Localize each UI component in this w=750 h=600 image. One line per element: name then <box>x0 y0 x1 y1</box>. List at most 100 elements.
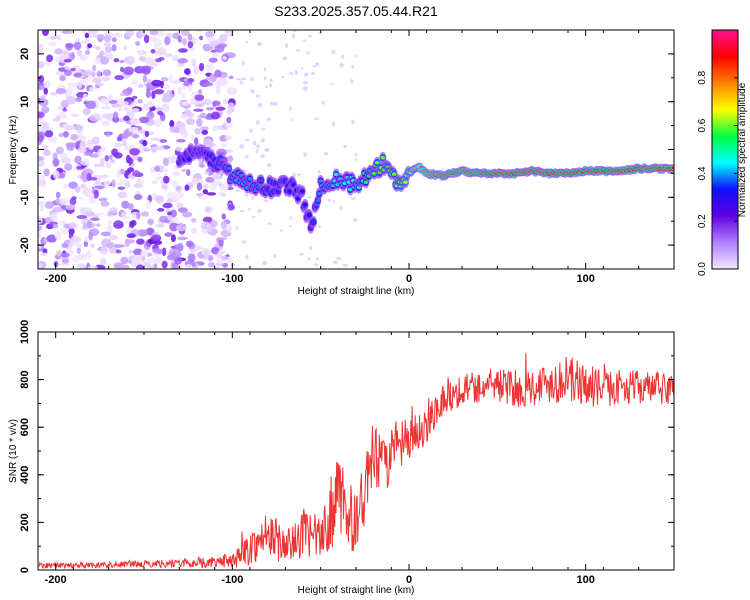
noise-blob <box>236 78 241 81</box>
noise-blob <box>267 162 272 168</box>
colorbar-tick-label: 0.6 <box>697 118 708 132</box>
noise-blob <box>38 200 47 206</box>
noise-blob <box>124 180 131 189</box>
noise-blob <box>41 30 49 37</box>
noise-blob <box>55 70 66 76</box>
noise-blob <box>76 128 83 137</box>
noise-blob <box>65 204 76 211</box>
noise-blob <box>137 50 145 56</box>
noise-blob <box>208 262 216 268</box>
noise-blob <box>202 138 213 148</box>
noise-blob <box>101 199 106 207</box>
noise-blob <box>132 133 140 139</box>
noise-blob <box>149 30 159 36</box>
noise-blob <box>55 88 67 95</box>
noise-blob <box>116 170 122 178</box>
noise-blob <box>81 71 92 77</box>
noise-blob <box>177 58 188 64</box>
noise-blob <box>63 183 68 189</box>
noise-blob <box>177 242 184 252</box>
noise-blob <box>139 56 147 62</box>
spectrogram-signal-track <box>175 143 674 234</box>
noise-blob <box>52 223 59 229</box>
x-tick-label: -200 <box>45 574 67 586</box>
noise-blob <box>213 69 222 78</box>
snr-x-ticks: -200 -100 0 100 <box>37 332 675 586</box>
noise-blob <box>186 112 195 118</box>
noise-blob <box>127 110 133 115</box>
noise-blob <box>124 216 130 220</box>
noise-blob <box>102 174 109 179</box>
colorbar-gradient <box>712 30 738 269</box>
noise-blob <box>150 166 156 174</box>
noise-blob <box>176 190 185 199</box>
colorbar-tick-label: 0.0 <box>697 262 708 276</box>
noise-blob <box>128 203 134 211</box>
noise-blob <box>59 220 67 225</box>
noise-blob <box>190 227 197 234</box>
noise-blob <box>81 30 86 35</box>
noise-blob <box>244 194 249 197</box>
noise-blob <box>175 223 187 232</box>
noise-blob <box>49 212 59 221</box>
noise-blob <box>169 197 180 202</box>
noise-blob <box>73 41 82 51</box>
noise-blob <box>202 82 214 87</box>
noise-blob <box>55 115 61 122</box>
noise-blob <box>100 145 106 152</box>
noise-blob <box>130 79 139 86</box>
noise-blob <box>187 253 196 263</box>
noise-blob <box>147 218 154 226</box>
noise-blob <box>66 144 75 151</box>
noise-blob <box>354 158 358 162</box>
noise-blob <box>204 46 214 51</box>
noise-blob <box>106 242 114 249</box>
noise-blob <box>38 43 44 52</box>
noise-blob <box>88 144 94 151</box>
noise-blob <box>226 116 232 124</box>
noise-blob <box>158 56 165 61</box>
noise-blob <box>46 234 58 243</box>
noise-blob <box>80 160 91 166</box>
noise-blob <box>62 130 70 138</box>
noise-blob <box>164 232 173 237</box>
noise-blob <box>86 220 93 229</box>
noise-blob <box>130 219 137 227</box>
noise-blob <box>111 44 117 52</box>
noise-blob <box>171 250 182 258</box>
noise-blob <box>198 62 205 72</box>
noise-blob <box>74 155 82 164</box>
noise-blob <box>67 82 79 88</box>
spectrogram-x-label: Height of straight line (km) <box>298 286 415 297</box>
noise-blob <box>279 229 284 232</box>
noise-blob <box>74 186 81 193</box>
noise-blob <box>81 207 92 212</box>
noise-blob <box>311 71 315 76</box>
noise-blob <box>86 250 92 259</box>
noise-blob <box>205 176 215 183</box>
noise-blob <box>137 229 149 237</box>
noise-blob <box>122 141 128 147</box>
noise-blob <box>282 56 288 61</box>
noise-blob <box>153 263 158 269</box>
noise-blob <box>119 59 125 64</box>
noise-blob <box>235 189 240 193</box>
noise-blob <box>138 116 150 124</box>
noise-blob <box>110 159 116 163</box>
noise-blob <box>178 129 188 135</box>
noise-blob <box>113 142 123 148</box>
noise-blob <box>108 154 113 160</box>
noise-blob <box>162 219 171 223</box>
noise-blob <box>184 184 190 191</box>
noise-blob <box>61 50 70 55</box>
noise-blob <box>70 67 77 72</box>
noise-blob <box>314 62 320 66</box>
noise-blob <box>331 49 336 55</box>
noise-blob <box>260 128 266 131</box>
signal-core <box>391 172 397 176</box>
spectrogram-x-ticks: -200 -100 0 100 <box>37 30 675 285</box>
noise-blob <box>66 86 73 96</box>
snr-line <box>38 352 674 570</box>
noise-blob <box>257 103 263 108</box>
noise-blob <box>198 195 207 200</box>
